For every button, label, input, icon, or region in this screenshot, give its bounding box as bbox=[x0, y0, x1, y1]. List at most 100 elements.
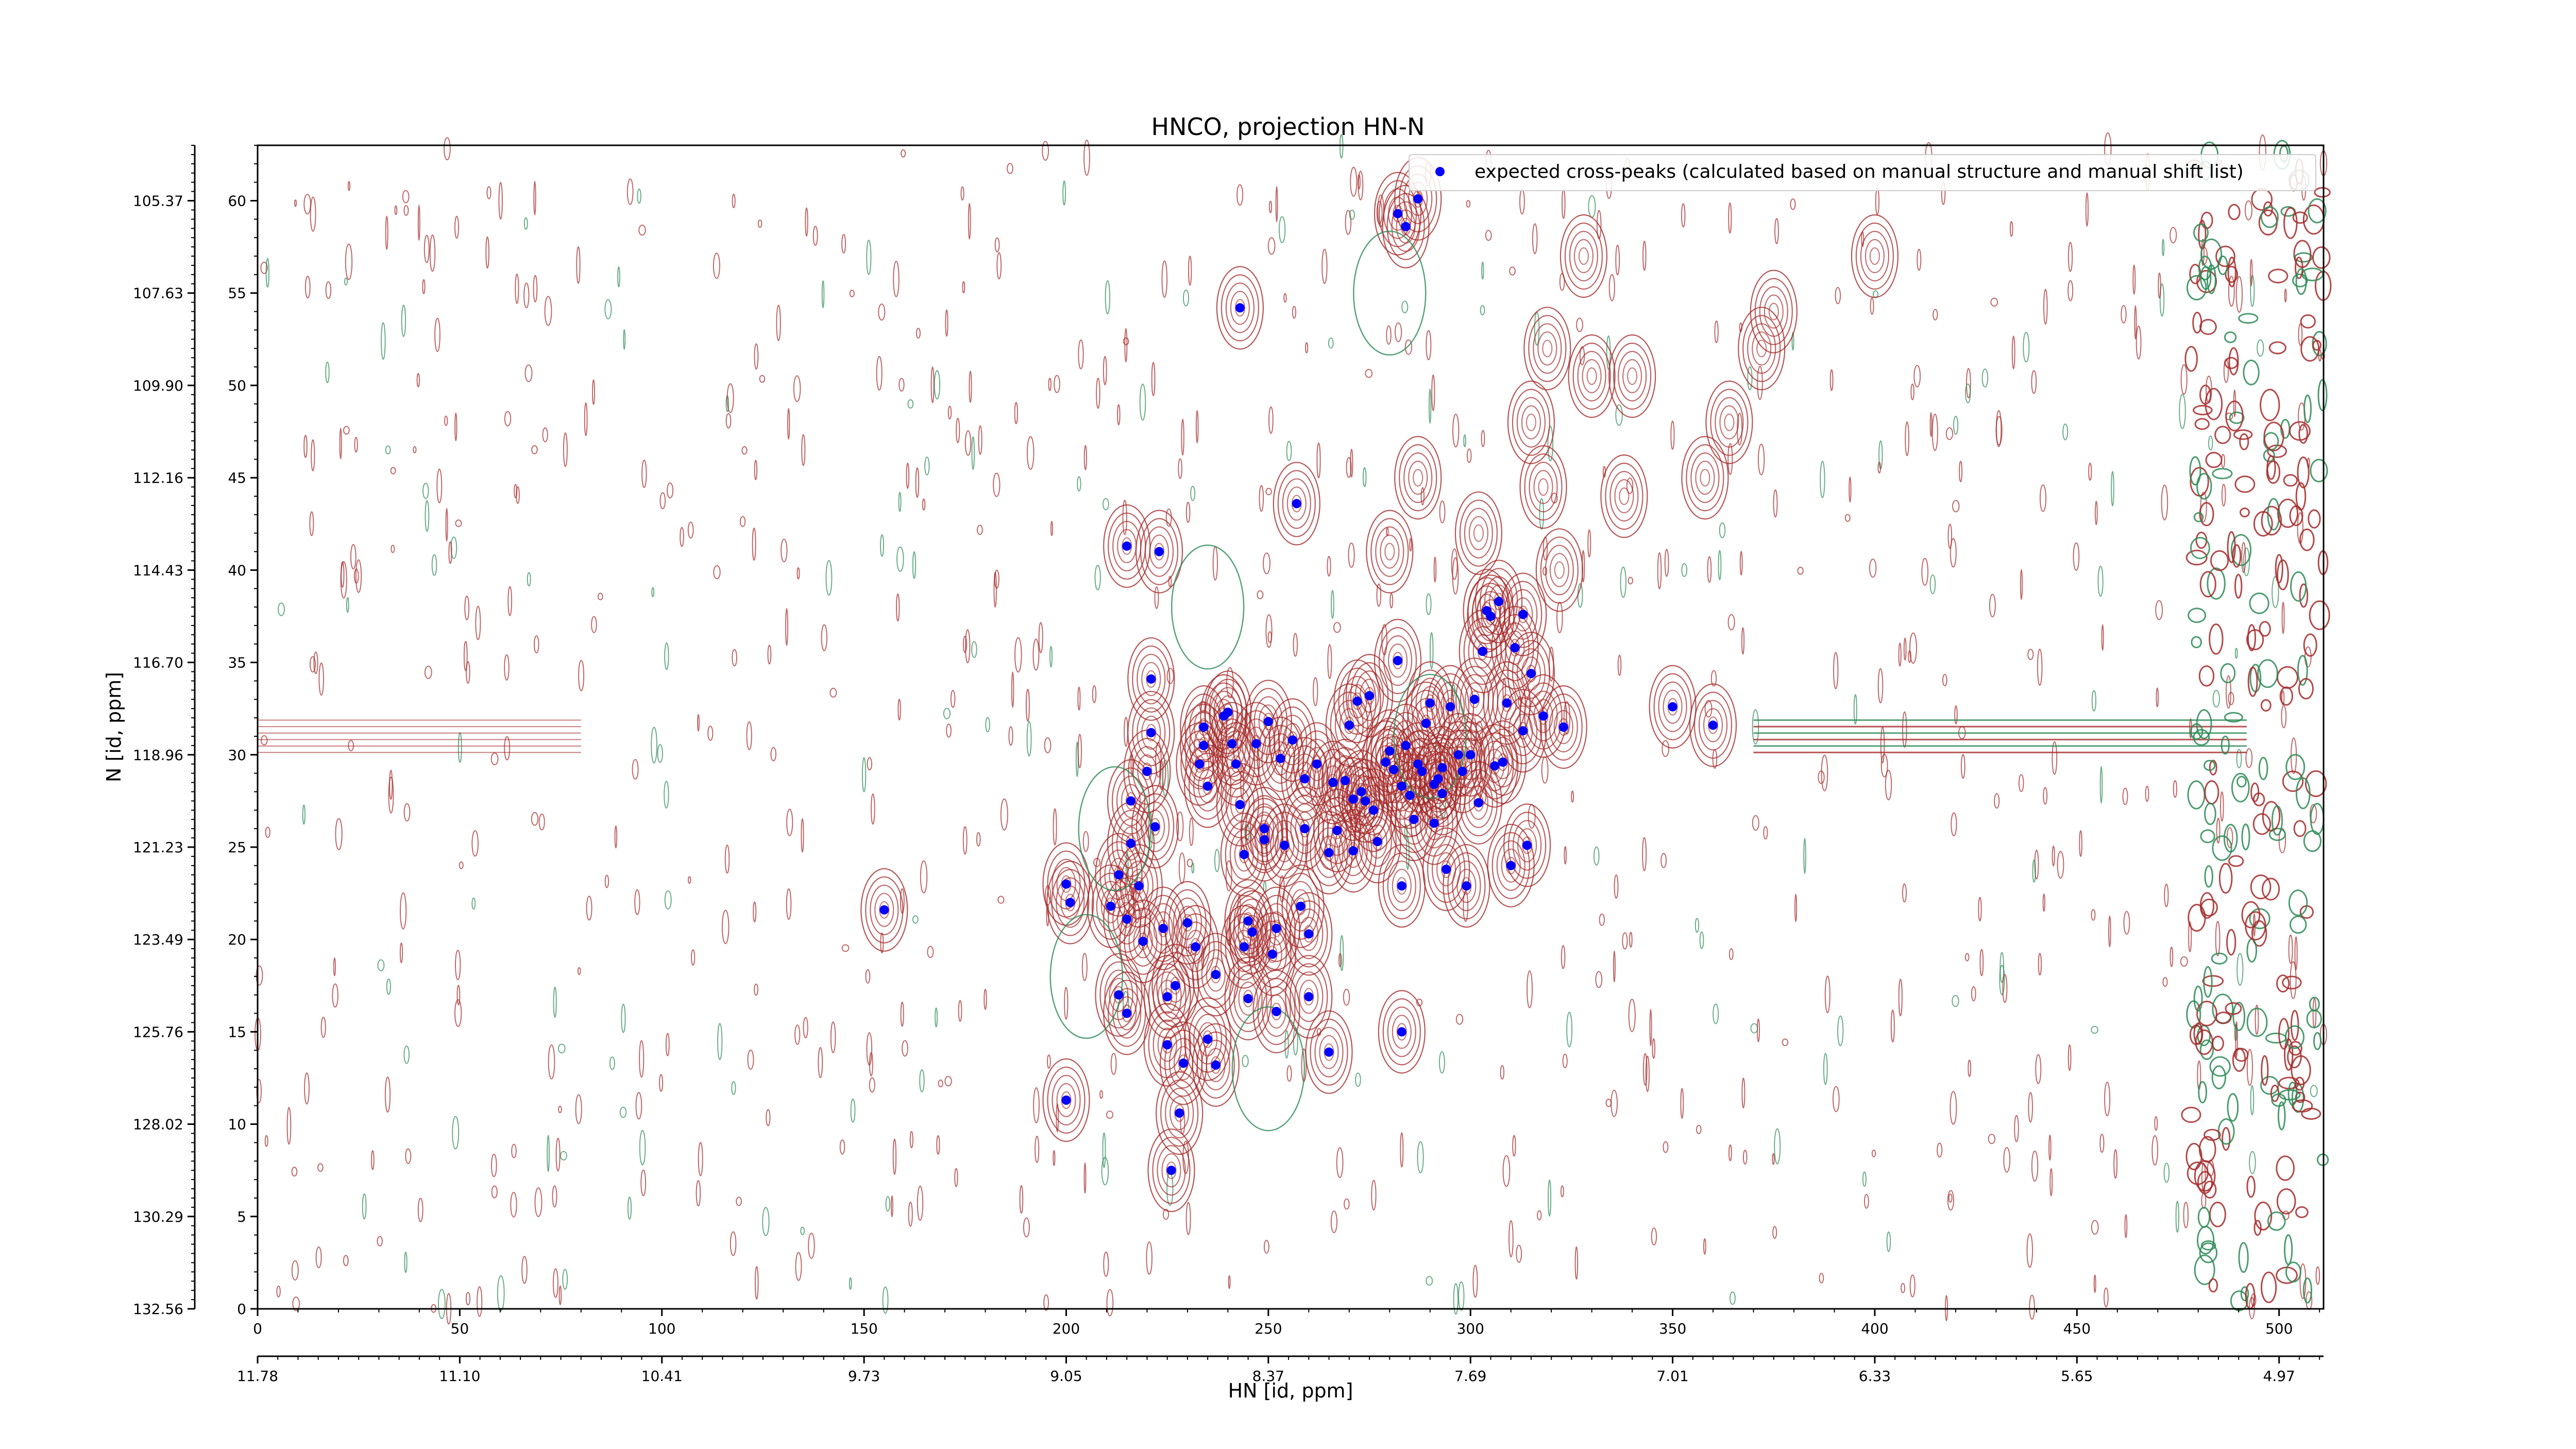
peak-contour bbox=[1440, 689, 1461, 724]
noise-contour bbox=[317, 1163, 324, 1172]
peak-contour bbox=[1608, 334, 1656, 418]
noise-contour bbox=[2052, 741, 2058, 775]
noise-contour bbox=[1401, 300, 1409, 313]
peak-contour bbox=[1305, 1010, 1353, 1094]
cross-peak-marker bbox=[1437, 763, 1447, 772]
peak-contour bbox=[1230, 787, 1250, 822]
peak-contour bbox=[1233, 898, 1272, 966]
noise-contour bbox=[491, 1185, 498, 1199]
noise-contour bbox=[498, 182, 503, 220]
peak-contour bbox=[1501, 848, 1521, 883]
cross-peak-marker bbox=[1126, 796, 1136, 806]
peak-contour bbox=[1143, 1003, 1191, 1087]
noise-contour bbox=[1620, 566, 1626, 598]
edge-contour bbox=[2298, 678, 2314, 700]
peak-contour bbox=[1860, 230, 1889, 282]
edge-contour bbox=[2194, 1254, 2215, 1285]
noise-contour bbox=[1556, 601, 1563, 634]
noise-contour bbox=[1123, 337, 1129, 345]
noise-contour bbox=[997, 896, 1005, 904]
noise-contour bbox=[736, 1197, 742, 1206]
noise-contour bbox=[1263, 552, 1270, 575]
noise-contour bbox=[962, 826, 968, 855]
noise-contour bbox=[2245, 748, 2253, 768]
noise-contour bbox=[1566, 1012, 1573, 1048]
cross-peak-marker bbox=[1260, 835, 1269, 845]
noise-contour bbox=[343, 1255, 349, 1267]
noise-contour bbox=[2043, 787, 2048, 805]
peak-contour bbox=[1519, 674, 1567, 758]
noise-contour bbox=[1994, 793, 2000, 809]
cross-peak-marker bbox=[1158, 923, 1168, 933]
noise-contour bbox=[1363, 467, 1367, 487]
noise-contour bbox=[2159, 283, 2165, 317]
noise-contour bbox=[278, 602, 285, 616]
noise-contour bbox=[950, 689, 956, 708]
noise-contour bbox=[2029, 1294, 2035, 1320]
noise-contour bbox=[1886, 1231, 1891, 1252]
noise-contour bbox=[1014, 402, 1019, 425]
peak-contour bbox=[1516, 648, 1546, 699]
edge-contour bbox=[2295, 268, 2307, 295]
noise-contour bbox=[2091, 690, 2096, 712]
noise-contour bbox=[332, 983, 338, 1008]
cross-peak-marker bbox=[1344, 720, 1354, 730]
noise-contour bbox=[402, 190, 410, 204]
edge-contour bbox=[2294, 256, 2303, 279]
edge-contour bbox=[2297, 456, 2310, 488]
peak-contour bbox=[1163, 881, 1211, 965]
noise-contour bbox=[1433, 557, 1437, 583]
peak-contour bbox=[1695, 460, 1715, 495]
noise-contour bbox=[920, 860, 928, 894]
peak-contour bbox=[1242, 915, 1262, 949]
cross-peak-marker bbox=[1223, 707, 1233, 717]
noise-contour bbox=[2091, 1220, 2099, 1235]
negative-contour bbox=[1049, 914, 1123, 1039]
noise-contour bbox=[1959, 461, 1963, 482]
cross-peak-marker bbox=[1211, 970, 1221, 980]
noise-contour bbox=[1516, 1244, 1522, 1263]
peak-contour bbox=[1600, 454, 1648, 538]
edge-contour bbox=[2226, 929, 2236, 956]
ppm-x-tick-label: 7.69 bbox=[1454, 1368, 1486, 1385]
noise-contour bbox=[2104, 1287, 2109, 1308]
peak-contour bbox=[1689, 683, 1737, 767]
peak-contour bbox=[1359, 785, 1388, 836]
noise-contour bbox=[471, 897, 476, 910]
edge-contour bbox=[2249, 908, 2270, 930]
noise-contour bbox=[996, 252, 1002, 280]
peak-contour bbox=[860, 868, 908, 952]
noise-contour bbox=[965, 629, 971, 664]
cross-peak-marker bbox=[1365, 691, 1374, 701]
x-tick-label: 450 bbox=[2063, 1320, 2091, 1337]
edge-contour bbox=[2225, 1002, 2242, 1015]
peak-contour bbox=[1690, 452, 1720, 503]
noise-contour bbox=[417, 1198, 423, 1222]
cross-peak-marker bbox=[1708, 720, 1718, 730]
noise-contour bbox=[927, 946, 934, 958]
peak-contour bbox=[1496, 840, 1526, 891]
noise-contour bbox=[586, 896, 592, 921]
edge-contour bbox=[2199, 571, 2216, 598]
peak-contour bbox=[1185, 930, 1206, 964]
noise-contour bbox=[2048, 1134, 2052, 1161]
noise-contour bbox=[1048, 378, 1052, 391]
noise-contour bbox=[2151, 1135, 2159, 1166]
edge-contour bbox=[2314, 187, 2331, 198]
cross-peak-marker bbox=[1235, 303, 1245, 313]
edge-contour bbox=[2270, 1084, 2280, 1102]
noise-contour bbox=[1265, 614, 1273, 648]
noise-contour bbox=[917, 1185, 924, 1221]
ppm-x-tick-label: 6.33 bbox=[1859, 1368, 1891, 1385]
noise-contour bbox=[388, 777, 394, 814]
cross-peak-marker bbox=[1280, 840, 1290, 850]
peak-contour bbox=[1509, 589, 1538, 640]
noise-contour bbox=[1122, 499, 1127, 535]
peak-contour bbox=[1752, 331, 1772, 366]
noise-contour bbox=[1964, 953, 1970, 962]
noise-contour bbox=[739, 516, 746, 527]
cross-peak-marker bbox=[1348, 846, 1358, 856]
cross-peak-marker bbox=[1478, 647, 1487, 656]
noise-contour bbox=[830, 1021, 836, 1053]
peak-contour bbox=[1473, 524, 1484, 542]
